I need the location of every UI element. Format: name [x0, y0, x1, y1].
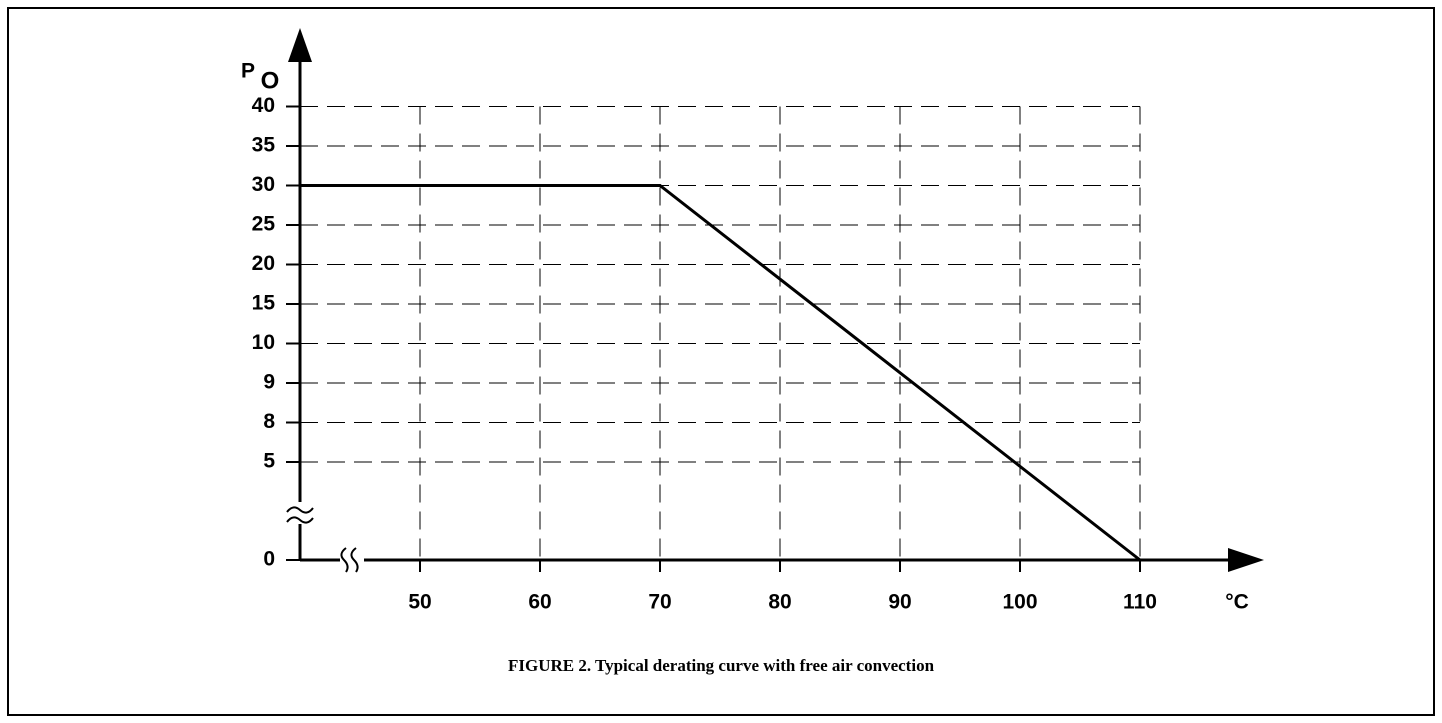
y-arrow — [288, 28, 312, 62]
x-tick-label: 100 — [1002, 591, 1037, 614]
derating-curve — [300, 184, 1141, 562]
y-tick-label: 35 — [252, 134, 276, 157]
y-axis-label-sub: O — [261, 67, 280, 94]
y-tick-label: 20 — [252, 252, 275, 275]
y-tick-label: 8 — [263, 410, 275, 433]
x-tick-label: 70 — [648, 591, 671, 614]
y-tick-label: 0 — [263, 548, 275, 571]
y-tick-label: 30 — [252, 173, 275, 196]
x-tick-label: 50 — [408, 591, 431, 614]
x-tick-label: 80 — [768, 591, 791, 614]
y-tick-label: 40 — [252, 94, 275, 117]
x-break — [340, 547, 364, 573]
frame — [7, 7, 1435, 716]
y-break — [285, 502, 315, 524]
y-tick-label: 5 — [263, 450, 275, 473]
y-tick-label: 15 — [252, 292, 276, 315]
y-tick-label: 9 — [263, 371, 275, 394]
x-tick-label: 90 — [888, 591, 911, 614]
y-tick-label: 25 — [252, 213, 276, 236]
caption: FIGURE 2. Typical derating curve with fr… — [508, 656, 935, 675]
x-axis-label: °C — [1225, 591, 1249, 614]
y-tick-label: 10 — [252, 331, 275, 354]
x-tick-label: 60 — [528, 591, 551, 614]
y-axis-label: P — [241, 60, 255, 83]
x-tick-label: 110 — [1123, 591, 1157, 614]
x-arrow — [1228, 548, 1264, 572]
